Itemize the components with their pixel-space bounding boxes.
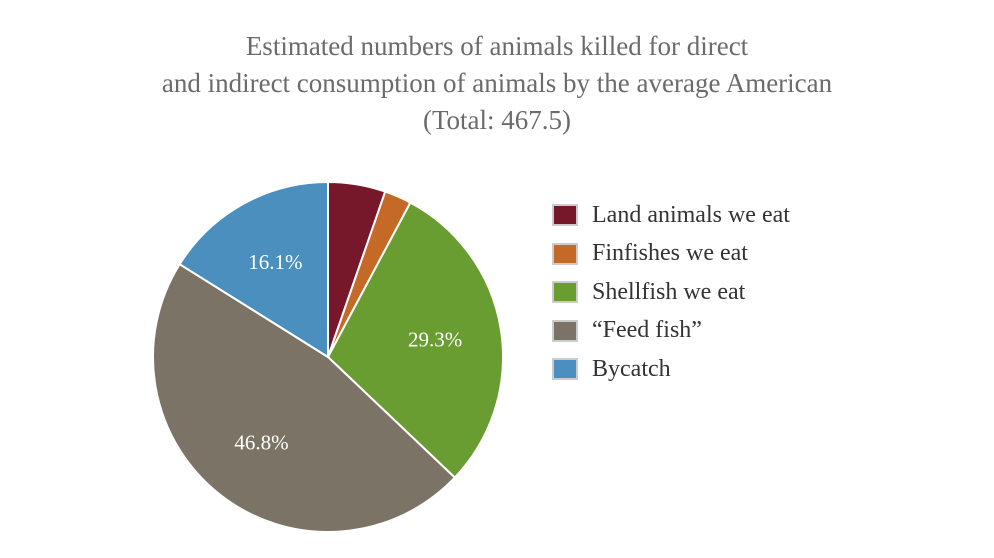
data-label-4: 16.1% [248, 250, 302, 274]
legend-label: Finfishes we eat [592, 240, 748, 267]
legend-item-1: Finfishes we eat [552, 235, 790, 274]
legend-swatch [552, 319, 578, 342]
legend-item-4: Bycatch [552, 350, 790, 389]
legend-label: Bycatch [592, 355, 671, 382]
legend-swatch [552, 358, 578, 381]
legend-item-0: Land animals we eat [552, 196, 790, 235]
legend-item-2: Shellfish we eat [552, 273, 790, 312]
title-line-3: (Total: 467.5) [422, 105, 572, 135]
pie-slice-3 [152, 262, 457, 533]
legend: Land animals we eat Finfishes we eat Shell… [552, 196, 790, 389]
legend-item-3: “Feed fish” [552, 312, 790, 351]
legend-label: “Feed fish” [592, 317, 702, 344]
title-line-1: Estimated numbers of animals killed for … [245, 31, 749, 61]
legend-label: Land animals we eat [592, 201, 790, 228]
legend-swatch [552, 281, 578, 304]
data-label-2: 29.3% [408, 328, 462, 352]
pie-slice-4 [178, 180, 329, 359]
legend-swatch [552, 242, 578, 265]
chart-title: Estimated numbers of animals killed for … [0, 28, 994, 139]
legend-swatch [552, 204, 578, 227]
pie-slice-2 [326, 201, 504, 480]
data-label-3: 46.8% [234, 431, 288, 455]
legend-label: Shellfish we eat [592, 278, 746, 305]
title-line-2: and indirect consumption of animals by t… [161, 68, 833, 98]
